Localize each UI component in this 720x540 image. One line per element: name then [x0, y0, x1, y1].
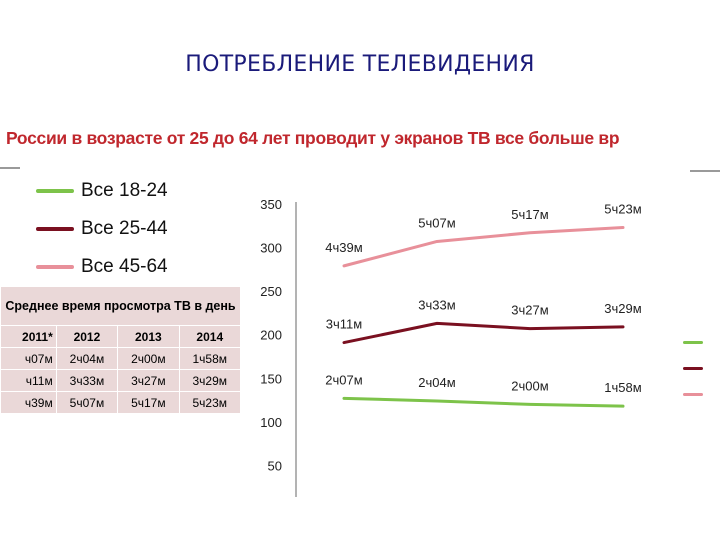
table-cell: 3ч29м	[178, 369, 242, 392]
table-header: 2011*	[0, 325, 57, 348]
data-label: 3ч29м	[604, 301, 641, 316]
legend-item: Все 25-44	[36, 210, 168, 248]
table-row: ч07м 2ч04м 2ч00м 1ч58м	[0, 347, 242, 370]
table-header: 2013	[117, 325, 180, 348]
table-cell: 3ч33м	[55, 369, 119, 392]
y-tick-label: 100	[260, 415, 282, 430]
legend-item: Все 45-64	[36, 248, 168, 286]
table-cell: 3ч27м	[117, 369, 180, 392]
y-tick-label: 300	[260, 241, 282, 256]
data-label: 5ч17м	[511, 207, 548, 222]
table-cell: 5ч17м	[117, 391, 180, 414]
legend-swatch	[36, 227, 74, 231]
table-cell: 5ч23м	[178, 391, 242, 414]
y-tick-label: 150	[260, 371, 282, 386]
table-row: ч39м 5ч07м 5ч17м 5ч23м	[0, 391, 242, 414]
table-header-row: 2011* 2012 2013 2014	[0, 325, 242, 348]
data-label: 5ч07м	[418, 215, 455, 230]
table-cell: 5ч07м	[55, 391, 119, 414]
chart-subtitle: России в возрасте от 25 до 64 лет провод…	[6, 128, 620, 148]
data-label: 5ч23м	[604, 202, 641, 217]
chart-legend: Все 18-24 Все 25-44 Все 45-64	[36, 172, 168, 286]
legend-label: Все 18-24	[81, 180, 168, 201]
y-tick-label: 200	[260, 328, 282, 343]
y-tick-label: 250	[260, 284, 282, 299]
data-label: 3ч27м	[511, 303, 548, 318]
table-row: ч11м 3ч33м 3ч27м 3ч29м	[0, 369, 242, 392]
series-line	[342, 226, 625, 268]
slide-title: ПОТРЕБЛЕНИЕ ТЕЛЕВИДЕНИЯ	[185, 52, 535, 77]
series-line	[342, 321, 625, 345]
viewing-time-table: Среднее время просмотра ТВ в день 2011* …	[0, 286, 242, 414]
series-swatch	[683, 393, 703, 396]
line-chart: 50 100 150 200 250 300 350 2ч07м 2ч04м 2ч00м 1ч58м…	[260, 197, 642, 497]
y-tick-label: 350	[260, 197, 282, 212]
legend-swatch	[36, 189, 74, 193]
table-header: 2012	[55, 325, 119, 348]
series-swatch	[683, 341, 703, 344]
data-label: 3ч33м	[418, 297, 455, 312]
legend-label: Все 25-44	[81, 218, 168, 239]
data-label: 3ч11м	[326, 317, 362, 332]
table-cell: ч07м	[0, 347, 57, 370]
legend-swatch	[36, 265, 74, 269]
table-cell: 1ч58м	[178, 347, 242, 370]
data-label: 2ч04м	[418, 375, 455, 390]
table-cell: ч39м	[0, 391, 57, 414]
divider-line	[0, 167, 20, 169]
table-header: 2014	[178, 325, 242, 348]
data-label: 1ч58м	[604, 380, 641, 395]
divider-line	[690, 170, 720, 172]
table-cell: 2ч04м	[55, 347, 119, 370]
data-label: 2ч07м	[325, 372, 362, 387]
data-label: 2ч00м	[511, 378, 548, 393]
series-swatch	[683, 367, 703, 370]
table-cell: ч11м	[0, 369, 57, 392]
legend-label: Все 45-64	[81, 256, 168, 277]
legend-item: Все 18-24	[36, 172, 168, 210]
series-line	[342, 396, 625, 408]
table-caption: Среднее время просмотра ТВ в день	[0, 286, 241, 326]
y-tick-label: 50	[268, 458, 282, 473]
table-cell: 2ч00м	[117, 347, 180, 370]
data-label: 4ч39м	[325, 240, 362, 255]
